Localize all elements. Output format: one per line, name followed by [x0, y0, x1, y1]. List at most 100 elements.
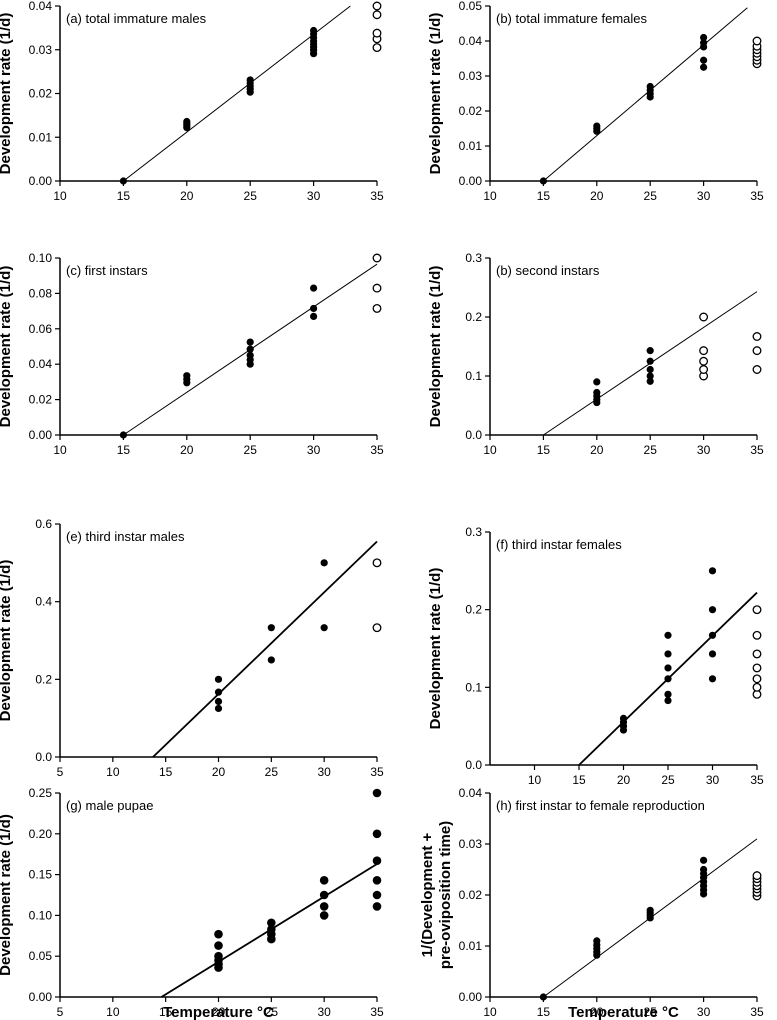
- x-tick-label: 20: [590, 1005, 604, 1019]
- data-point-filled: [319, 911, 329, 920]
- data-point-filled: [700, 33, 708, 42]
- y-tick-label: 0.3: [465, 251, 482, 265]
- data-point-filled: [539, 177, 548, 185]
- data-point-filled: [310, 26, 318, 35]
- x-tick-label: 15: [117, 443, 131, 457]
- x-tick-label: 10: [483, 1005, 497, 1019]
- x-tick-label: 25: [265, 765, 279, 779]
- y-tick-label: 0.03: [459, 69, 483, 83]
- data-point-filled: [214, 688, 223, 696]
- data-point-filled: [214, 929, 223, 939]
- x-tick-label: 10: [53, 443, 67, 457]
- panel-title: (g) male pupae: [66, 798, 153, 813]
- y-tick-label: 0.04: [459, 786, 483, 800]
- data-point-filled: [320, 559, 328, 567]
- chart-panel-5: 0.0 0.2 0.4 0.6 5 10 15 20 25 30 35 (e) third insta…: [0, 517, 384, 779]
- x-tick-label: 35: [750, 1005, 764, 1019]
- data-point-filled: [593, 937, 601, 945]
- x-axis-label: Temperature °C: [568, 1004, 679, 1020]
- data-point-open: [699, 356, 709, 366]
- data-point-filled: [708, 606, 717, 614]
- data-point-filled: [267, 918, 276, 928]
- x-tick-label: 10: [483, 189, 497, 203]
- data-point-filled: [708, 567, 717, 575]
- data-point-open: [752, 332, 762, 341]
- data-point-filled: [319, 876, 329, 885]
- data-point-open: [752, 674, 762, 684]
- y-tick-label: 0.25: [29, 786, 53, 800]
- y-tick-label: 0.0: [35, 750, 52, 764]
- data-point-filled: [246, 338, 254, 346]
- x-tick-label: 35: [750, 189, 764, 203]
- y-tick-label: 0.00: [29, 428, 53, 442]
- y-axis-label: Development rate (1/d): [0, 13, 14, 175]
- x-tick-label: 35: [750, 773, 764, 787]
- chart-panel-8: 0.00 0.01 0.02 0.03 0.04 10 15 20 25 30 35 (h) firs…: [419, 786, 764, 1020]
- data-point-filled: [664, 664, 672, 672]
- data-point-filled: [664, 675, 672, 683]
- chart-panel-4: 0.0 0.1 0.2 0.3 10 15 20 25 30 35 (b) second insta…: [427, 251, 764, 457]
- data-point-filled: [372, 902, 382, 911]
- data-point-open: [372, 558, 382, 568]
- data-point-filled: [646, 377, 654, 385]
- data-point-filled: [700, 865, 708, 874]
- data-point-filled: [700, 63, 708, 71]
- panel-title: (c) first instars: [66, 263, 148, 278]
- y-tick-label: 0.08: [29, 286, 53, 300]
- fit-line: [543, 7, 748, 182]
- data-point-filled: [646, 906, 654, 914]
- y-tick-label: 0.15: [29, 868, 53, 882]
- data-point-open: [372, 10, 382, 20]
- y-tick-label: 0.2: [465, 310, 482, 324]
- x-tick-label: 15: [537, 1005, 551, 1019]
- data-point-filled: [664, 650, 672, 658]
- x-tick-label: 15: [159, 765, 173, 779]
- y-tick-label: 0.10: [29, 251, 53, 265]
- y-tick-label: 0.1: [465, 680, 482, 694]
- data-point-filled: [183, 117, 191, 126]
- data-point-filled: [214, 951, 223, 961]
- y-tick-label: 0.02: [459, 104, 483, 118]
- data-point-filled: [214, 704, 223, 713]
- y-tick-label: 0.04: [459, 34, 483, 48]
- x-tick-label: 35: [750, 443, 764, 457]
- x-tick-label: 25: [661, 773, 675, 787]
- x-tick-label: 15: [537, 189, 551, 203]
- chart-panel-3: 0.00 0.02 0.04 0.06 0.08 0.10 10 15 20 25 30 35 (c) …: [0, 251, 384, 457]
- y-tick-label: 0.01: [459, 139, 483, 153]
- data-point-filled: [372, 829, 382, 839]
- x-tick-label: 30: [697, 1005, 711, 1019]
- y-tick-label: 0.00: [459, 174, 483, 188]
- y-tick-label: 0.0: [465, 758, 482, 772]
- data-point-filled: [214, 675, 223, 683]
- data-point-filled: [183, 372, 191, 380]
- chart-panel-1: 0.00 0.01 0.02 0.03 0.04 10 15 20 25 30 35 (a) tota…: [0, 0, 384, 203]
- data-point-filled: [646, 82, 654, 91]
- data-point-open: [372, 283, 382, 293]
- data-point-open: [699, 346, 709, 356]
- x-tick-label: 25: [644, 443, 658, 457]
- x-tick-label: 20: [212, 765, 226, 779]
- data-point-open: [372, 253, 382, 263]
- data-point-open: [752, 663, 762, 673]
- x-tick-label: 20: [180, 189, 194, 203]
- y-axis-label: Development rate (1/d): [0, 814, 14, 976]
- y-tick-label: 0.00: [29, 990, 53, 1004]
- y-tick-label: 0.02: [29, 87, 53, 101]
- data-point-filled: [214, 941, 223, 950]
- data-point-open: [752, 649, 762, 659]
- x-tick-label: 15: [117, 189, 131, 203]
- y-tick-label: 0.06: [29, 322, 53, 336]
- data-point-filled: [310, 304, 318, 313]
- x-tick-label: 20: [590, 443, 604, 457]
- x-tick-label: 10: [106, 765, 120, 779]
- x-tick-label: 30: [317, 1005, 331, 1019]
- data-point-filled: [372, 856, 382, 866]
- data-point-filled: [246, 345, 254, 353]
- data-point-open: [372, 623, 382, 633]
- data-point-filled: [700, 856, 708, 864]
- data-point-filled: [708, 631, 717, 639]
- x-tick-label: 30: [706, 773, 720, 787]
- x-tick-label: 35: [370, 189, 384, 203]
